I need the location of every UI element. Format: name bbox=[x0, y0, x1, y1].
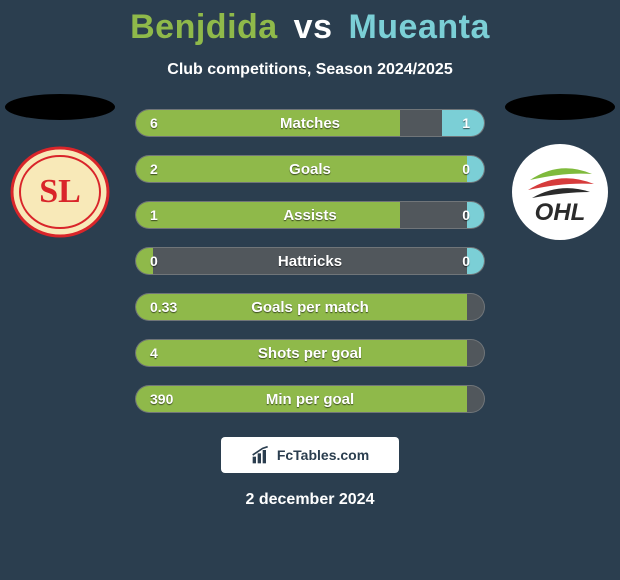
stat-row: 4Shots per goal bbox=[135, 339, 485, 367]
stat-label: Hattricks bbox=[136, 248, 484, 274]
comparison-title: Benjdida vs Mueanta bbox=[0, 0, 620, 47]
stat-value-right: 0 bbox=[462, 202, 470, 228]
chart-icon bbox=[251, 445, 271, 465]
left-club-crest: SL bbox=[10, 142, 110, 242]
stat-row: 2Goals0 bbox=[135, 155, 485, 183]
stat-bars: 6Matches12Goals01Assists00Hattricks00.33… bbox=[135, 109, 485, 413]
right-club-crest: OHL bbox=[510, 142, 610, 242]
vs-text: vs bbox=[294, 8, 333, 46]
stat-value-right: 0 bbox=[462, 248, 470, 274]
stat-row: 6Matches1 bbox=[135, 109, 485, 137]
stat-row: 390Min per goal bbox=[135, 385, 485, 413]
left-club-area: SL bbox=[0, 94, 120, 242]
player-left-name: Benjdida bbox=[130, 8, 278, 46]
player-right-name: Mueanta bbox=[348, 8, 489, 46]
brand-text: FcTables.com bbox=[277, 447, 369, 463]
subtitle: Club competitions, Season 2024/2025 bbox=[0, 61, 620, 79]
stat-label: Assists bbox=[136, 202, 484, 228]
stat-row: 1Assists0 bbox=[135, 201, 485, 229]
stat-row: 0.33Goals per match bbox=[135, 293, 485, 321]
brand-logo: FcTables.com bbox=[221, 437, 399, 473]
stat-label: Goals per match bbox=[136, 294, 484, 320]
stat-row: 0Hattricks0 bbox=[135, 247, 485, 275]
stat-label: Shots per goal bbox=[136, 340, 484, 366]
stat-label: Goals bbox=[136, 156, 484, 182]
stat-value-right: 1 bbox=[462, 110, 470, 136]
content-area: SL OHL 6Matches12Goals01Assists00Hattric… bbox=[0, 109, 620, 413]
svg-text:OHL: OHL bbox=[535, 199, 586, 226]
stat-value-right: 0 bbox=[462, 156, 470, 182]
left-player-silhouette bbox=[5, 94, 115, 120]
right-player-silhouette bbox=[505, 94, 615, 120]
stat-label: Min per goal bbox=[136, 386, 484, 412]
svg-text:SL: SL bbox=[39, 173, 81, 210]
right-club-area: OHL bbox=[500, 94, 620, 242]
stat-label: Matches bbox=[136, 110, 484, 136]
date-text: 2 december 2024 bbox=[0, 491, 620, 509]
